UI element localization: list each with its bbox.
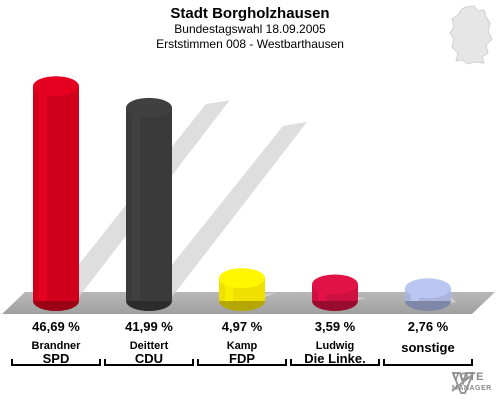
- bar-highlight: [318, 284, 326, 301]
- chart-subtitle: Bundestagswahl 18.09.2005: [174, 22, 326, 36]
- bar-highlight: [225, 278, 233, 301]
- chart-title: Stadt Borgholzhausen: [170, 5, 330, 22]
- value-label: 41,99 %: [125, 319, 173, 334]
- bar-body: [33, 86, 79, 301]
- category-bracket: [290, 359, 380, 366]
- bar-shadow: [143, 121, 308, 301]
- value-label: 2,76 %: [407, 319, 449, 334]
- bar-top: [126, 97, 172, 118]
- bar-highlight: [132, 107, 140, 301]
- bar-cdu: [126, 97, 172, 311]
- candidate-label: Brandner: [31, 340, 81, 352]
- bar-fdp: [219, 268, 265, 311]
- chart-subtitle-2: Erststimmen 008 - Westbarthausen: [156, 37, 344, 51]
- bar-sonstige: [405, 278, 451, 311]
- germany-map-icon: [449, 5, 493, 65]
- category-bracket: [104, 359, 194, 366]
- bar-top: [405, 278, 451, 299]
- bar-top: [312, 274, 358, 295]
- bar-top: [33, 76, 79, 97]
- vote-manager-logo-icon: [451, 372, 475, 394]
- party-label: FDP: [229, 351, 255, 366]
- category-bracket: [383, 359, 473, 366]
- candidate-label: Kamp: [226, 340, 258, 352]
- bar-top: [219, 268, 265, 289]
- category-bracket: [197, 359, 287, 366]
- party-label: Die Linke.: [304, 351, 366, 366]
- party-label: CDU: [134, 351, 164, 366]
- value-label: 4,97 %: [221, 319, 263, 334]
- party-label: SPD: [42, 351, 70, 366]
- bars: [33, 76, 451, 311]
- candidate-label: Deittert: [129, 340, 169, 352]
- party-label: sonstige: [401, 340, 455, 355]
- bar-body: [126, 107, 172, 301]
- bar-highlight: [39, 86, 47, 301]
- candidate-label: Ludwig: [315, 340, 355, 352]
- value-label: 46,69 %: [32, 319, 80, 334]
- value-label: 3,59 %: [314, 319, 356, 334]
- category-bracket: [11, 359, 101, 366]
- logo-subtext: MANAGER: [452, 385, 492, 392]
- logo-text: VOTE: [452, 371, 484, 383]
- bar-spd: [33, 76, 79, 311]
- bar-chart: [2, 76, 495, 314]
- bar-die-linke: [312, 274, 358, 311]
